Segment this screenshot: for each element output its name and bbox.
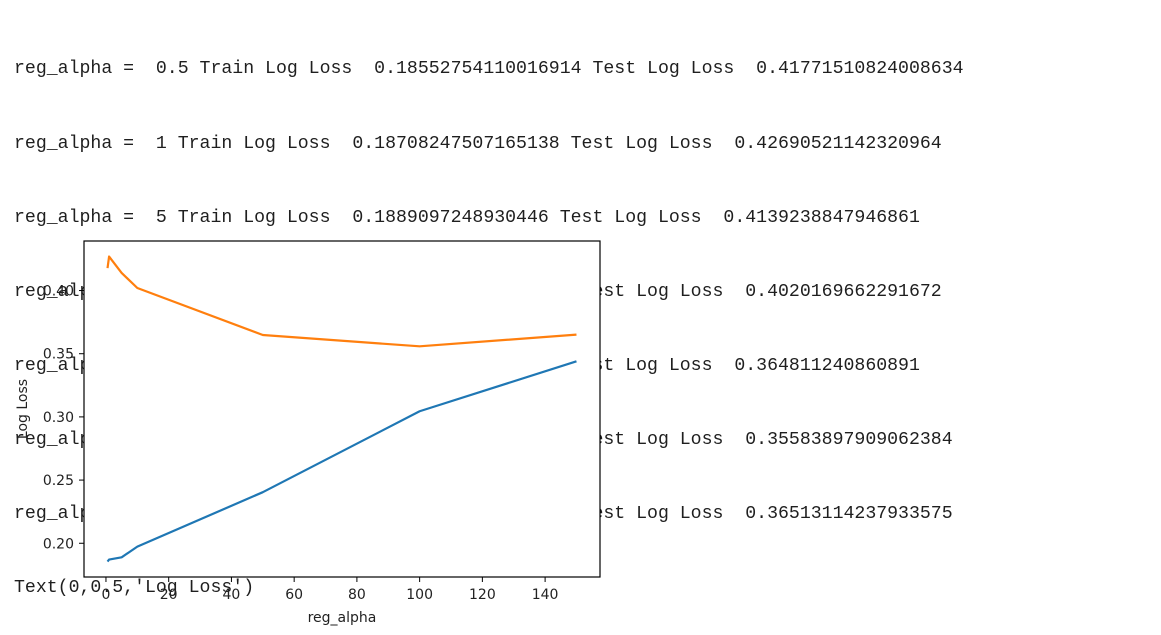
output-text-repr: Text(0,0.5,'Log Loss') [14, 578, 255, 599]
x-axis-label: reg_alpha [308, 610, 377, 626]
y-tick-label: 0.20 [43, 536, 74, 552]
y-tick-label: 0.30 [43, 410, 74, 426]
y-tick-label: 0.35 [43, 347, 74, 363]
x-tick-label: 120 [469, 587, 496, 603]
output-line: reg_alpha = 5 Train Log Loss 0.188909724… [14, 207, 920, 228]
series-line-0 [106, 360, 577, 563]
x-tick-label: 0 [101, 587, 110, 603]
x-tick-label: 60 [285, 587, 303, 603]
series-line-1 [106, 255, 577, 348]
output-line: reg_alpha = 0.5 Train Log Loss 0.1855275… [14, 59, 964, 80]
x-tick-label: 40 [223, 587, 241, 603]
x-tick-label: 80 [348, 587, 366, 603]
y-axis-label: Log Loss [15, 379, 31, 439]
y-tick-label: 0.40 [43, 284, 74, 300]
y-tick-label: 0.25 [43, 473, 74, 489]
x-tick-label: 20 [160, 587, 178, 603]
x-tick-label: 140 [532, 587, 559, 603]
x-tick-label: 100 [406, 587, 433, 603]
plot-area [83, 240, 601, 578]
output-line: reg_alpha = 1 Train Log Loss 0.187082475… [14, 133, 942, 154]
